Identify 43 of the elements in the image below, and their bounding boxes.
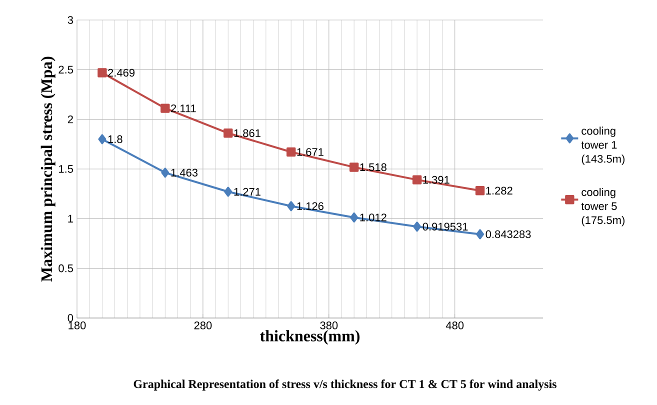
text: Graphical Representation of stress v/s thickness for CT 1 & CT 5 for wind analysis — [134, 380, 556, 391]
point — [224, 128, 233, 138]
y-tick-label: 3 — [68, 16, 74, 24]
data-label: 1.671 — [297, 148, 324, 156]
x-tick-label: 380 — [320, 322, 338, 330]
point — [224, 186, 232, 197]
x-tick-label: 280 — [194, 322, 212, 330]
point — [98, 68, 107, 78]
point — [413, 222, 422, 232]
point — [350, 212, 358, 222]
y-tick-label: 1 — [68, 214, 73, 222]
data-label: 1.271 — [234, 188, 260, 196]
y-tick-label: 0.5 — [58, 264, 74, 272]
data-label: 1.282 — [486, 186, 512, 195]
legend-label: cooling tower 5 (175.5m) — [581, 188, 625, 226]
y-tick-label: 2 — [68, 115, 73, 124]
data-label: 1.861 — [234, 129, 260, 138]
point — [349, 162, 359, 172]
data-label: 2.111 — [171, 104, 196, 112]
data-label: 0.919531 — [422, 222, 468, 231]
data-label: 1.8 — [108, 135, 122, 144]
point — [98, 134, 106, 144]
point — [412, 175, 422, 184]
x-tick-label: 180 — [68, 322, 86, 330]
point — [286, 147, 296, 157]
x-axis-title: thickness(mm) — [260, 330, 360, 345]
point — [160, 104, 170, 113]
data-label: 2.469 — [108, 68, 135, 77]
data-label: 1.126 — [297, 202, 324, 210]
point — [476, 229, 484, 240]
data-label: 0.843283 — [486, 230, 531, 238]
y-tick-label: 2.5 — [58, 66, 74, 74]
data-label: 1.391 — [423, 176, 450, 184]
point — [161, 168, 170, 178]
y-tick-label: 1.5 — [59, 165, 74, 173]
legend-label: cooling tower 1 (143.5m) — [581, 126, 625, 165]
data-label: 1.518 — [360, 163, 386, 172]
y-tick-label: 0 — [68, 314, 74, 322]
point — [475, 186, 485, 196]
point — [287, 201, 296, 212]
data-label: 1.463 — [171, 168, 198, 177]
y-axis-title: Maximum principal stress (Mpa) — [40, 56, 56, 282]
x-tick-label: 480 — [446, 322, 464, 330]
